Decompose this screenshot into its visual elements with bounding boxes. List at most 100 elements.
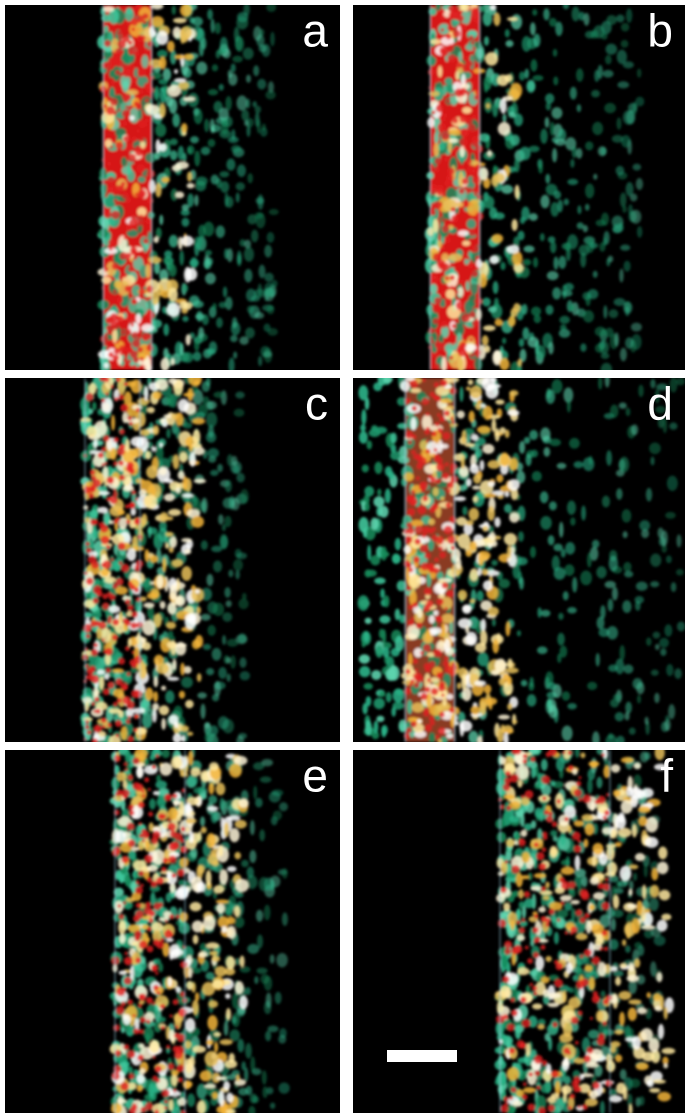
speckle [236,473,244,483]
speckle [449,356,453,360]
speckle [269,791,281,802]
speckle [153,791,159,795]
speckle [522,1019,531,1028]
speckle [534,914,539,919]
speckle [163,858,169,864]
speckle [545,956,551,962]
speckle [442,473,449,480]
speckle [270,880,275,891]
speckle [559,1033,573,1042]
speckle [504,491,509,497]
speckle [629,880,633,890]
speckle [116,377,121,382]
speckle [517,630,521,636]
speckle [250,820,255,835]
speckle [410,679,414,683]
speckle [562,751,565,754]
speckle [498,1085,504,1094]
speckle [434,364,440,370]
speckle [475,145,483,153]
speckle [164,794,172,802]
speckle [433,567,439,573]
speckle [462,506,467,515]
speckle [674,668,681,679]
speckle [386,692,392,703]
speckle [484,36,489,46]
speckle [436,188,443,195]
speckle [154,530,159,545]
speckle [450,275,455,280]
speckle [185,614,197,622]
speckle [203,222,214,237]
speckle [525,454,531,466]
speckle [434,448,438,452]
speckle [185,1018,195,1032]
speckle [566,962,573,973]
speckle [371,670,381,680]
speckle [133,915,140,922]
speckle [435,422,440,427]
speckle [121,1001,126,1006]
speckle [104,211,112,219]
speckle [487,506,495,521]
speckle [472,115,477,120]
speckle [619,269,623,283]
speckle [564,199,569,206]
speckle [657,862,668,875]
speckle [570,159,574,168]
speckle [130,508,136,516]
speckle [244,269,252,283]
speckle [452,117,458,123]
speckle [552,148,557,162]
speckle [585,204,590,211]
speckle [554,932,559,945]
speckle [440,431,443,434]
speckle [523,754,528,759]
speckle [232,56,242,63]
speckle [583,13,589,26]
speckle [441,614,454,624]
speckle [193,787,204,794]
speckle [518,531,524,542]
speckle [581,814,593,821]
speckle [250,1094,258,1104]
speckle [391,707,396,717]
speckle [132,941,137,945]
speckle [413,556,420,563]
speckle [206,668,214,675]
speckle [494,173,505,183]
speckle [576,148,582,159]
speckle [279,1028,286,1038]
speckle [442,582,449,589]
speckle [143,20,147,24]
speckle [226,657,232,664]
speckle [193,108,199,116]
speckle [214,681,221,697]
speckle [370,555,380,566]
speckle [546,1063,551,1074]
speckle [273,810,282,820]
speckle [617,50,627,64]
speckle [215,22,221,34]
speckle [636,1062,649,1070]
speckle [115,70,120,75]
speckle [594,70,599,82]
speckle [568,750,573,755]
speckle [234,27,240,42]
speckle [558,256,566,269]
speckle [431,110,435,114]
speckle [677,621,685,631]
speckle [462,604,472,614]
speckle [445,343,455,352]
speckle [658,846,667,859]
speckle [172,165,181,172]
speckle [148,812,153,817]
speckle [462,107,471,114]
speckle [436,104,444,112]
speckle [188,372,202,386]
speckle [126,520,130,524]
speckle [116,60,123,67]
speckle [608,599,614,612]
speckle [142,839,145,842]
speckle [503,729,513,733]
